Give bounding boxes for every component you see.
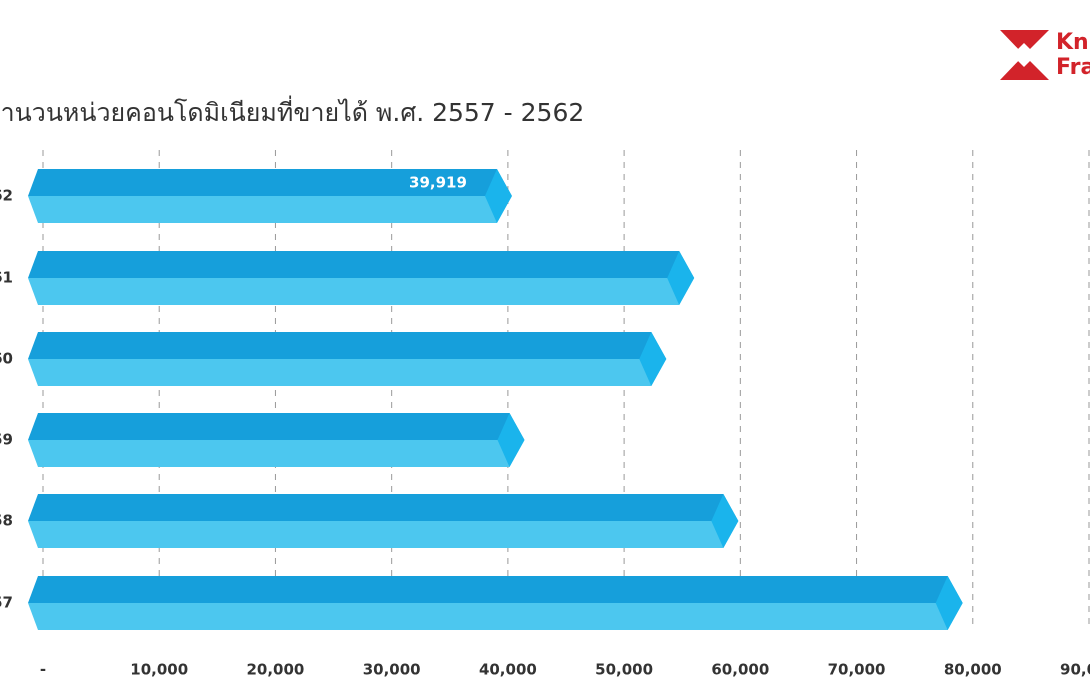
bar-bottom: [28, 440, 525, 467]
bar-bottom: [28, 603, 963, 630]
bar-bottom: [28, 521, 739, 548]
x-tick-label: 80,000: [944, 661, 1002, 679]
y-tick-label: 2562: [0, 187, 13, 205]
y-tick-label: 2559: [0, 431, 13, 449]
bar-tip: [711, 494, 739, 548]
bar: [28, 576, 963, 630]
bar: [28, 494, 739, 548]
bar-top: [28, 576, 963, 603]
bar-bottom: [28, 359, 667, 386]
x-tick-label: 90,000: [1060, 661, 1090, 679]
bar-top: [28, 169, 512, 196]
logo: Knight Frank: [1000, 30, 1090, 80]
bar-bottom: [28, 196, 512, 223]
x-tick-label: 10,000: [130, 661, 188, 679]
logo-mark: [1012, 43, 1036, 67]
y-tick-label: 2557: [0, 594, 13, 612]
y-tick-label: 2560: [0, 350, 13, 368]
bar-tip: [667, 251, 695, 305]
bar-tip: [935, 576, 963, 630]
bar: [28, 332, 667, 386]
x-tick-label: 30,000: [363, 661, 421, 679]
bar-top: [28, 332, 667, 359]
logo-text: Knight: [1056, 30, 1090, 55]
y-tick-label: 2558: [0, 512, 13, 530]
bar-top: [28, 251, 695, 278]
x-tick-label: 20,000: [246, 661, 304, 679]
logo-mark: [1000, 30, 1049, 55]
bar: [28, 251, 695, 305]
y-tick-label: 2561: [0, 269, 13, 287]
logo-mark: [1000, 55, 1049, 80]
chart-title: จำนวนหน่วยคอนโดมิเนียมที่ขายได้ พ.ศ. 255…: [0, 95, 584, 127]
bar-top: [28, 494, 739, 521]
x-tick-label: 50,000: [595, 661, 653, 679]
bar: [28, 413, 525, 467]
bar-tip: [497, 413, 525, 467]
x-tick-label: 70,000: [828, 661, 886, 679]
logo-text: Frank: [1056, 55, 1090, 80]
x-tick-label: 60,000: [711, 661, 769, 679]
bar: [28, 169, 512, 223]
bar-bottom: [28, 278, 695, 305]
bar-top: [28, 413, 525, 440]
bar-tip: [639, 332, 667, 386]
bar-tip: [484, 169, 512, 223]
x-tick-label: 40,000: [479, 661, 537, 679]
x-tick-label: -: [40, 661, 46, 679]
value-label: 39,919: [409, 174, 467, 192]
